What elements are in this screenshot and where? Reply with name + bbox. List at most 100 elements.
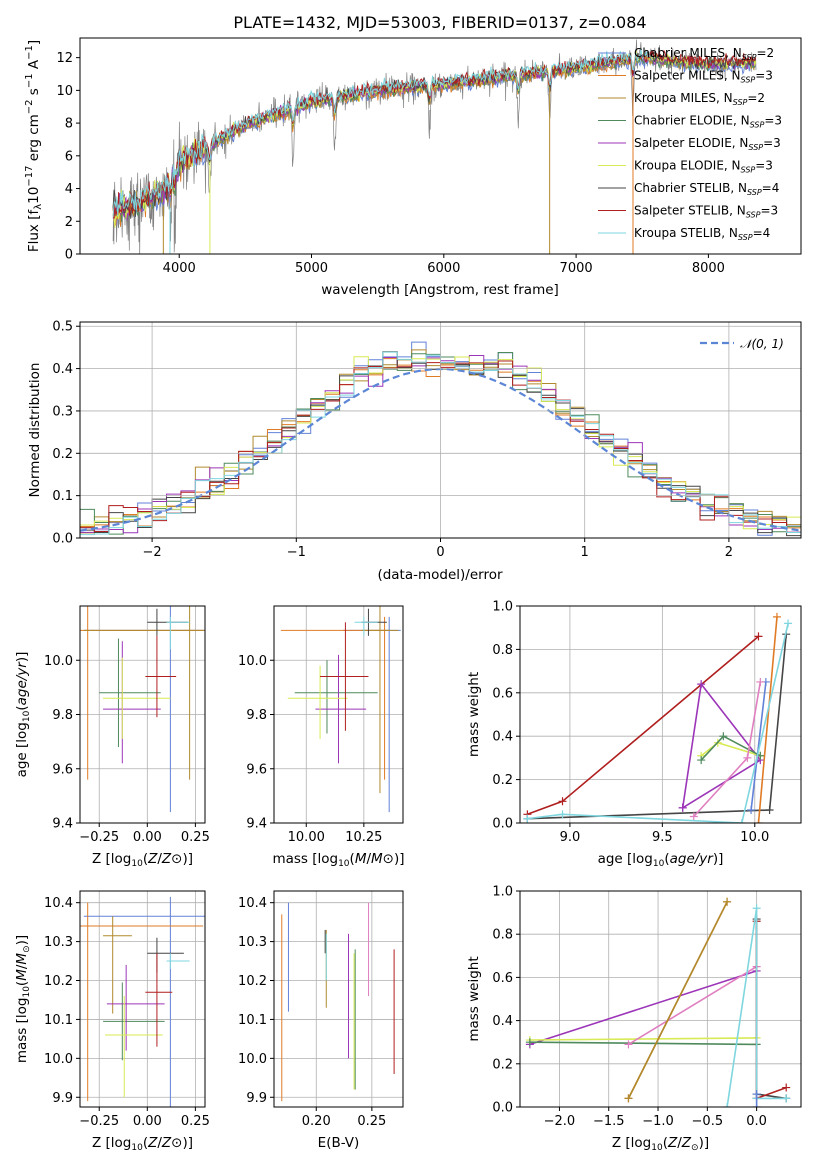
y-tick-label: 10.4 — [44, 896, 73, 911]
weight-marker — [765, 805, 774, 814]
weight-line — [627, 901, 728, 1099]
weight-line — [726, 908, 787, 1107]
weight-marker — [782, 1094, 791, 1103]
weight-marker — [772, 612, 781, 621]
x-tick-label: 0.20 — [302, 1114, 331, 1129]
x-tick-label: 7000 — [560, 261, 593, 276]
weight-line — [527, 635, 760, 816]
weight-marker — [743, 753, 752, 762]
y-tick-label: 4 — [65, 182, 73, 197]
spectrum-panel-clipgroup — [112, 39, 757, 254]
weight-marker — [697, 680, 706, 689]
model-spectrum-8 — [112, 49, 651, 218]
age-vs-z-panel-frame — [79, 605, 206, 824]
y-tick-label: 1.0 — [492, 885, 513, 900]
y-tick-label: 12 — [56, 51, 73, 66]
weight-vs-age-panel-clipgroup — [523, 612, 793, 823]
y-tick-label: 0.2 — [492, 773, 513, 788]
weight-marker — [697, 756, 706, 765]
residual-ylabel: Normed distribution — [27, 363, 43, 498]
weight-line — [755, 921, 787, 1100]
y-tick-label: 0.0 — [492, 1101, 513, 1116]
weight-marker — [752, 1090, 761, 1099]
x-tick-label: 0.00 — [133, 1114, 162, 1129]
mass-vs-ebv-panel-clipgroup — [281, 902, 395, 1102]
y-tick-label: 9.6 — [246, 762, 267, 777]
legend-label-1: Salpeter MILES, NSSP=3 — [634, 69, 773, 85]
y-tick-label: 0 — [65, 248, 73, 263]
weight-marker — [523, 814, 532, 823]
x-tick-label: −0.25 — [79, 830, 119, 845]
legend-label-5: Kroupa ELODIE, NSSP=3 — [634, 159, 773, 175]
y-tick-label: 0.6 — [492, 686, 513, 701]
model-spectrum-7 — [112, 49, 757, 219]
weight-marker — [624, 1040, 633, 1049]
x-tick-label: 0 — [436, 545, 444, 560]
weight-vs-age-panel-ylabel: mass weight — [466, 672, 482, 757]
weight-marker — [756, 677, 765, 686]
weight-marker — [558, 810, 567, 819]
legend-label-4: Salpeter ELODIE, NSSP=3 — [634, 136, 781, 152]
x-tick-label: 2 — [725, 545, 733, 560]
x-tick-label: 6000 — [427, 261, 460, 276]
spectrum-ylabel: Flux [fλ10−17 erg cm−2 s−1 A−1] — [24, 40, 44, 252]
weight-line — [529, 970, 757, 1046]
legend-label-0: Chabrier MILES, NSSP=2 — [634, 46, 774, 62]
weight-line — [693, 681, 762, 818]
y-tick-label: 10.1 — [44, 1013, 73, 1028]
x-tick-label: 0.25 — [181, 830, 210, 845]
mass-vs-ebv-panel-xlabel: E(B-V) — [318, 1135, 360, 1151]
spectrum-panel-frame — [79, 37, 802, 255]
weight-marker — [719, 732, 728, 741]
y-tick-label: 0.4 — [492, 1014, 513, 1029]
age-vs-z-panel-ylabel: age [log10(age/yr)] — [14, 652, 32, 778]
weight-line — [527, 623, 789, 823]
y-tick-label: 0.0 — [492, 817, 513, 832]
y-tick-label: 0.2 — [492, 1057, 513, 1072]
mass-vs-z-panel-clipgroup — [80, 896, 205, 1107]
y-tick-label: 10.2 — [238, 974, 267, 989]
y-tick-label: 0.0 — [52, 532, 73, 547]
x-tick-label: −0.5 — [692, 1114, 724, 1129]
y-tick-label: 1.0 — [492, 600, 513, 615]
weight-vs-z-panel-ylabel: mass weight — [466, 956, 482, 1041]
y-tick-label: 9.8 — [52, 708, 73, 723]
weight-marker — [678, 803, 687, 812]
weight-line — [529, 1037, 757, 1041]
legend-label-7: Salpeter STELIB, NSSP=3 — [634, 204, 778, 220]
y-tick-label: 8 — [65, 117, 73, 132]
weight-marker — [558, 797, 567, 806]
weight-line — [681, 682, 762, 809]
x-tick-label: −2 — [143, 545, 162, 560]
figure-title: PLATE=1432, MJD=53003, FIBERID=0137, z=0… — [233, 13, 646, 32]
x-tick-label: 10.25 — [345, 830, 382, 845]
weight-marker — [525, 1038, 534, 1047]
weight-marker — [784, 619, 793, 628]
weight-marker — [782, 1083, 791, 1092]
weight-marker — [752, 1103, 761, 1107]
x-tick-label: −0.25 — [79, 1114, 119, 1129]
spectrum-xlabel: wavelength [Angstrom, rest frame] — [321, 282, 559, 298]
y-tick-label: 9.9 — [246, 1091, 267, 1106]
x-tick-label: 0.0 — [746, 1114, 767, 1129]
mass-vs-z-panel-frame — [79, 890, 206, 1108]
weight-marker — [752, 904, 761, 913]
y-tick-label: 2 — [65, 215, 73, 230]
y-tick-label: 0.3 — [52, 404, 73, 419]
weight-line — [529, 1041, 757, 1046]
weight-line — [757, 616, 778, 823]
residual-panel-frame — [79, 321, 802, 539]
mass-vs-z-panel-ylabel: mass [log10(M/M⊙)] — [14, 935, 32, 1063]
x-tick-label: 9.5 — [652, 830, 673, 845]
weight-line — [755, 919, 787, 1100]
age-vs-mass-panel-clipgroup — [280, 606, 401, 813]
y-tick-label: 10.0 — [44, 654, 73, 669]
y-tick-label: 10.4 — [238, 896, 267, 911]
x-tick-label: −1.0 — [642, 1114, 674, 1129]
weight-line — [527, 634, 787, 820]
residual-xlabel: (data-model)/error — [377, 567, 503, 583]
legend-label-2: Kroupa MILES, NSSP=2 — [634, 91, 765, 107]
legend-label-3: Chabrier ELODIE, NSSP=3 — [634, 114, 782, 130]
y-tick-label: 10.0 — [238, 654, 267, 669]
